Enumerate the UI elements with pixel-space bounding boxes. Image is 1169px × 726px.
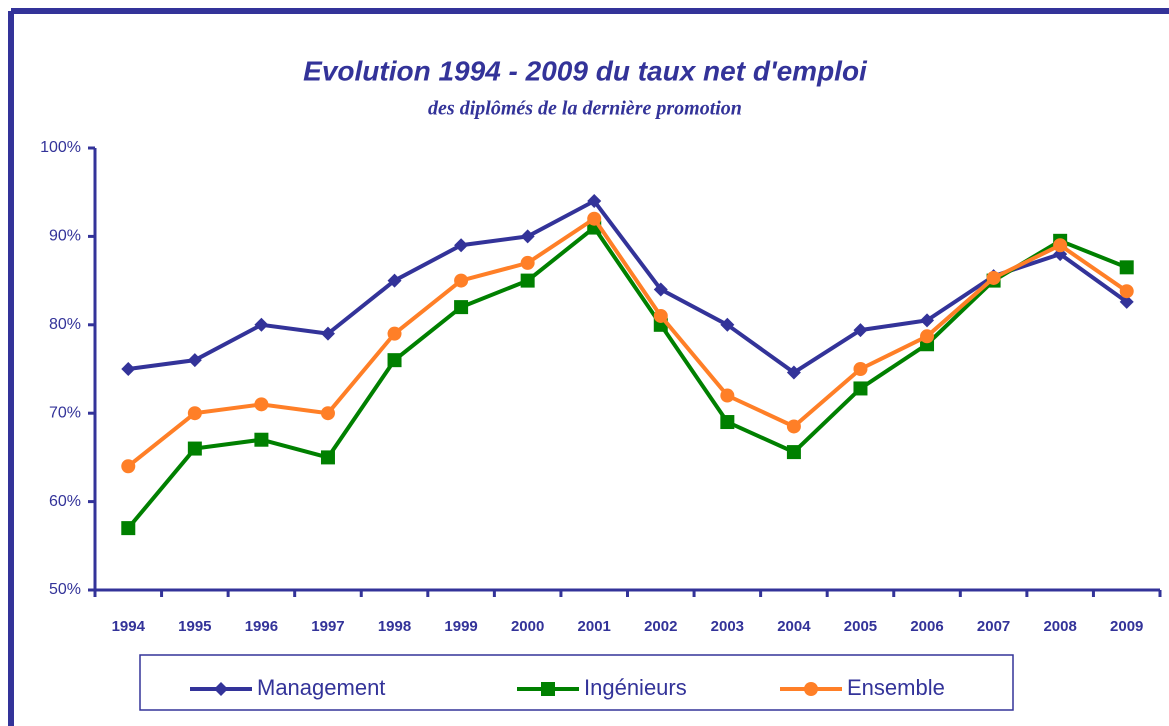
x-tick-label: 1994 (112, 618, 146, 635)
data-point (320, 450, 335, 465)
y-tick-label: 90% (49, 228, 81, 245)
data-point (454, 300, 469, 315)
x-tick-label: 1995 (178, 618, 211, 635)
data-point (254, 317, 269, 332)
data-point (653, 308, 668, 323)
x-tick-label: 2005 (844, 618, 877, 635)
x-tick-label: 1997 (311, 618, 344, 635)
data-point (587, 211, 602, 226)
data-point (387, 326, 402, 341)
series-line (126, 224, 1128, 530)
data-point (920, 329, 935, 344)
data-point (920, 313, 935, 328)
legend-label: Management (257, 675, 385, 700)
x-tick-label: 2009 (1110, 618, 1143, 635)
x-tick-label: 2006 (910, 618, 943, 635)
data-point (387, 273, 402, 288)
x-tick-label: 1998 (378, 618, 411, 635)
y-tick-label: 70% (49, 404, 81, 421)
data-point (520, 255, 535, 270)
x-tick-label: 2007 (977, 618, 1010, 635)
data-point (187, 353, 202, 368)
y-tick-label: 80% (49, 316, 81, 333)
data-point (187, 441, 202, 456)
data-point (121, 521, 136, 536)
x-tick-label: 1999 (444, 618, 477, 635)
data-point (986, 270, 1001, 285)
x-tick-label: 2003 (711, 618, 744, 635)
x-tick-label: 2008 (1043, 618, 1076, 635)
x-tick-label: 2002 (644, 618, 677, 635)
data-point (520, 229, 535, 244)
data-point (1119, 260, 1134, 275)
chart-subtitle: des diplômés de la dernière promotion (428, 98, 742, 120)
data-point (1119, 284, 1134, 299)
data-point (720, 317, 735, 332)
x-tick-label: 2004 (777, 618, 811, 635)
legend-marker (214, 682, 228, 696)
data-point (653, 282, 668, 297)
y-tick-label: 100% (40, 139, 81, 156)
legend (139, 654, 1014, 711)
series-line (128, 198, 1128, 375)
legend-marker (804, 682, 818, 696)
legend-label: Ensemble (847, 675, 945, 700)
data-point (520, 273, 535, 288)
data-point (720, 388, 735, 403)
data-point (1119, 294, 1134, 309)
chart-title: Evolution 1994 - 2009 du taux net d'empl… (303, 55, 868, 86)
data-point (786, 365, 801, 380)
data-point (720, 415, 735, 430)
legend-marker (541, 682, 555, 696)
data-point (786, 419, 801, 434)
data-point (121, 362, 136, 376)
data-point (254, 432, 269, 447)
y-tick-label: 50% (49, 581, 81, 598)
data-point (853, 362, 868, 376)
data-point (454, 273, 469, 288)
data-point (387, 353, 402, 368)
data-point (786, 445, 801, 460)
y-tick-label: 60% (49, 493, 81, 510)
series-line (127, 215, 1128, 468)
data-point (121, 459, 136, 474)
x-tick-label: 2000 (511, 618, 544, 635)
data-point (320, 406, 335, 421)
data-point (187, 406, 202, 421)
data-point (853, 381, 868, 396)
data-point (1053, 238, 1068, 253)
x-tick-label: 1996 (245, 618, 278, 635)
x-tick-label: 2001 (578, 618, 611, 635)
data-point (254, 397, 269, 412)
data-point (320, 326, 335, 341)
data-point (454, 238, 469, 253)
data-point (587, 194, 602, 209)
legend-label: Ingénieurs (584, 675, 687, 700)
data-point (853, 323, 868, 338)
